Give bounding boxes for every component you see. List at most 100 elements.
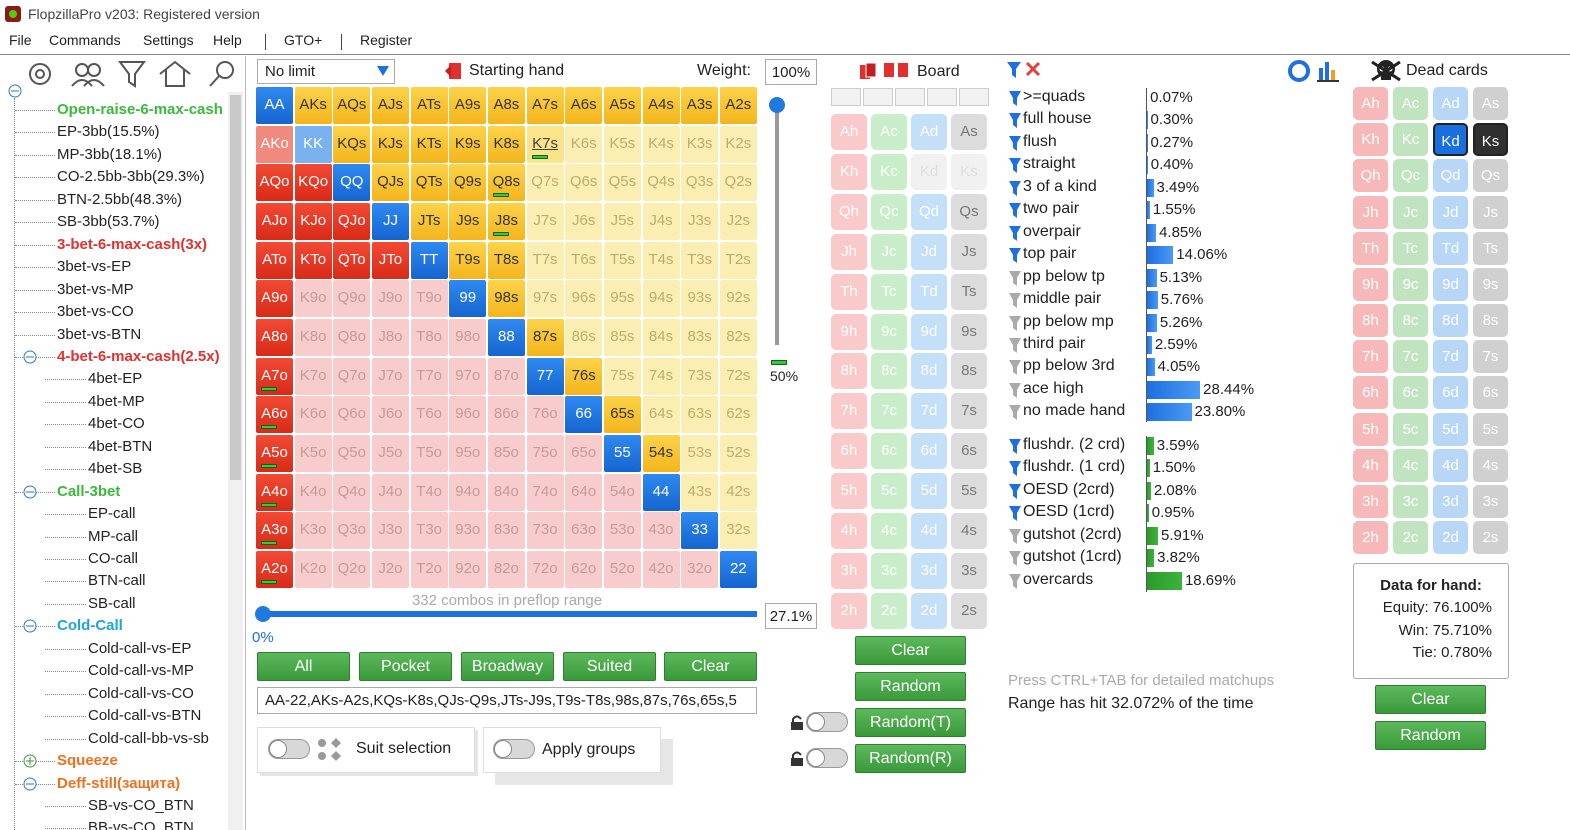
board-card[interactable]: 3d bbox=[911, 552, 947, 589]
hand-cell[interactable]: 43s bbox=[681, 473, 719, 511]
dead-card[interactable]: 5s bbox=[1473, 412, 1508, 446]
hand-cell[interactable]: K8o bbox=[294, 318, 332, 356]
tree-item[interactable]: BTN-call bbox=[88, 572, 146, 590]
filter-icon[interactable] bbox=[1008, 225, 1022, 242]
hand-cell[interactable]: T7o bbox=[410, 357, 448, 395]
tree-expander[interactable] bbox=[23, 485, 37, 499]
hand-cell[interactable]: 52s bbox=[719, 434, 757, 472]
range-button[interactable]: All bbox=[257, 652, 350, 681]
tree-item[interactable]: EP-call bbox=[88, 505, 136, 523]
hand-cell[interactable]: J6o bbox=[371, 396, 409, 434]
tree-item[interactable]: Call-3bet bbox=[57, 482, 121, 500]
tree-item[interactable]: SB-3bb(53.7%) bbox=[57, 213, 160, 231]
hand-cell[interactable]: 94o bbox=[449, 473, 487, 511]
range-button[interactable]: Broadway bbox=[461, 652, 554, 681]
tree-item[interactable]: CO-call bbox=[88, 550, 139, 567]
hand-cell[interactable]: T7s bbox=[526, 241, 564, 279]
menu-item[interactable]: GTO+ bbox=[284, 32, 323, 48]
scrollbar-thumb[interactable] bbox=[230, 95, 241, 480]
menu-item[interactable]: Help bbox=[213, 32, 242, 48]
hand-cell[interactable]: 62s bbox=[719, 396, 757, 434]
board-card[interactable]: Qs bbox=[951, 193, 987, 230]
hand-cell[interactable]: 83s bbox=[681, 318, 719, 356]
board-card[interactable]: 6h bbox=[831, 433, 867, 470]
board-card[interactable]: Ah bbox=[831, 114, 867, 150]
hand-cell[interactable]: A3s bbox=[681, 87, 719, 124]
hand-cell[interactable]: T2s bbox=[719, 241, 757, 279]
dead-card[interactable]: 7d bbox=[1433, 340, 1468, 374]
hand-cell[interactable]: Q7o bbox=[333, 357, 371, 395]
dead-card[interactable]: Kh bbox=[1353, 123, 1388, 157]
filter-icon[interactable] bbox=[1008, 292, 1022, 309]
filter-icon[interactable] bbox=[1008, 460, 1022, 477]
dead-card[interactable]: Tc bbox=[1393, 231, 1428, 265]
hand-cell[interactable]: KK bbox=[294, 125, 332, 163]
hand-cell[interactable]: 53o bbox=[603, 512, 641, 550]
board-card[interactable]: Td bbox=[911, 273, 947, 310]
tree-item[interactable]: Cold-call-vs-MP bbox=[88, 662, 194, 680]
hand-cell[interactable]: 63o bbox=[565, 512, 603, 550]
hand-cell[interactable]: K9o bbox=[294, 280, 332, 318]
hand-cell[interactable]: T9s bbox=[449, 241, 487, 279]
filter-icon[interactable] bbox=[1008, 382, 1022, 399]
hand-cell[interactable]: ATo bbox=[256, 241, 293, 279]
hand-cell[interactable]: 95o bbox=[449, 434, 487, 472]
hand-cell[interactable]: Q3s bbox=[681, 164, 719, 202]
hand-cell[interactable]: T5o bbox=[410, 434, 448, 472]
board-card[interactable]: Qh bbox=[831, 193, 867, 230]
dead-card[interactable]: Qh bbox=[1353, 159, 1388, 193]
tree-item[interactable]: 4-bet-6-max-cash(2.5x) bbox=[57, 347, 220, 365]
hand-cell[interactable]: K5o bbox=[294, 434, 332, 472]
board-card[interactable]: 4h bbox=[831, 513, 867, 549]
dead-card[interactable]: Qs bbox=[1473, 159, 1508, 193]
dead-card[interactable]: 3h bbox=[1353, 484, 1388, 518]
hand-cell[interactable]: A2o bbox=[256, 550, 293, 588]
dropdown-arrow[interactable] bbox=[377, 66, 389, 76]
hand-cell[interactable]: 86o bbox=[487, 396, 525, 434]
hand-cell[interactable]: A8s bbox=[487, 87, 525, 124]
hand-cell[interactable]: Q7s bbox=[526, 164, 564, 202]
filter-icon[interactable] bbox=[1008, 180, 1022, 197]
board-card[interactable]: 7h bbox=[831, 393, 867, 430]
tree-item[interactable]: Squeeze bbox=[57, 752, 118, 770]
dead-button[interactable]: Clear bbox=[1375, 685, 1486, 714]
dead-card[interactable]: Th bbox=[1353, 231, 1388, 265]
hand-cell[interactable]: 75s bbox=[603, 357, 641, 395]
hand-cell[interactable]: J7o bbox=[371, 357, 409, 395]
hand-cell[interactable]: QJo bbox=[333, 202, 371, 240]
hand-cell[interactable]: J2s bbox=[719, 202, 757, 240]
hand-cell[interactable]: KTo bbox=[294, 241, 332, 279]
dead-card[interactable]: 8c bbox=[1393, 304, 1428, 338]
board-card[interactable]: 2c bbox=[871, 592, 907, 629]
game-dropdown[interactable]: No limit bbox=[257, 59, 395, 84]
board-card[interactable]: Ad bbox=[911, 114, 947, 150]
filter-icon[interactable] bbox=[1008, 438, 1022, 455]
hand-cell[interactable]: 92o bbox=[449, 550, 487, 588]
hand-cell[interactable]: T6s bbox=[565, 241, 603, 279]
board-slot[interactable] bbox=[863, 88, 893, 106]
hand-cell[interactable]: JJ bbox=[371, 202, 409, 240]
hand-cell[interactable]: 65o bbox=[565, 434, 603, 472]
hand-cell[interactable]: 63s bbox=[681, 396, 719, 434]
dead-card[interactable]: Jd bbox=[1433, 195, 1468, 229]
hand-cell[interactable]: T4o bbox=[410, 473, 448, 511]
board-card[interactable]: 4c bbox=[871, 513, 907, 549]
hand-cell[interactable]: ATs bbox=[410, 87, 448, 124]
board-card[interactable]: Jh bbox=[831, 233, 867, 270]
dead-card[interactable]: 4d bbox=[1433, 448, 1468, 482]
tree-item[interactable]: 4bet-MP bbox=[88, 392, 145, 410]
board-card[interactable]: 9d bbox=[911, 313, 947, 350]
board-slot[interactable] bbox=[927, 88, 957, 106]
hand-cell[interactable]: QTs bbox=[410, 164, 448, 202]
hand-cell[interactable]: K9s bbox=[449, 125, 487, 163]
board-card[interactable]: Tc bbox=[871, 273, 907, 310]
filter-icon[interactable] bbox=[1008, 359, 1022, 376]
hand-cell[interactable]: J9o bbox=[371, 280, 409, 318]
hand-cell[interactable]: Q6s bbox=[565, 164, 603, 202]
dead-card[interactable]: 5d bbox=[1433, 412, 1468, 446]
board-card[interactable]: 6d bbox=[911, 433, 947, 470]
hand-cell[interactable]: K2o bbox=[294, 550, 332, 588]
tree-item[interactable]: 3bet-vs-BTN bbox=[57, 325, 142, 343]
hand-cell[interactable]: 64o bbox=[565, 473, 603, 511]
hand-cell[interactable]: 95s bbox=[603, 280, 641, 318]
